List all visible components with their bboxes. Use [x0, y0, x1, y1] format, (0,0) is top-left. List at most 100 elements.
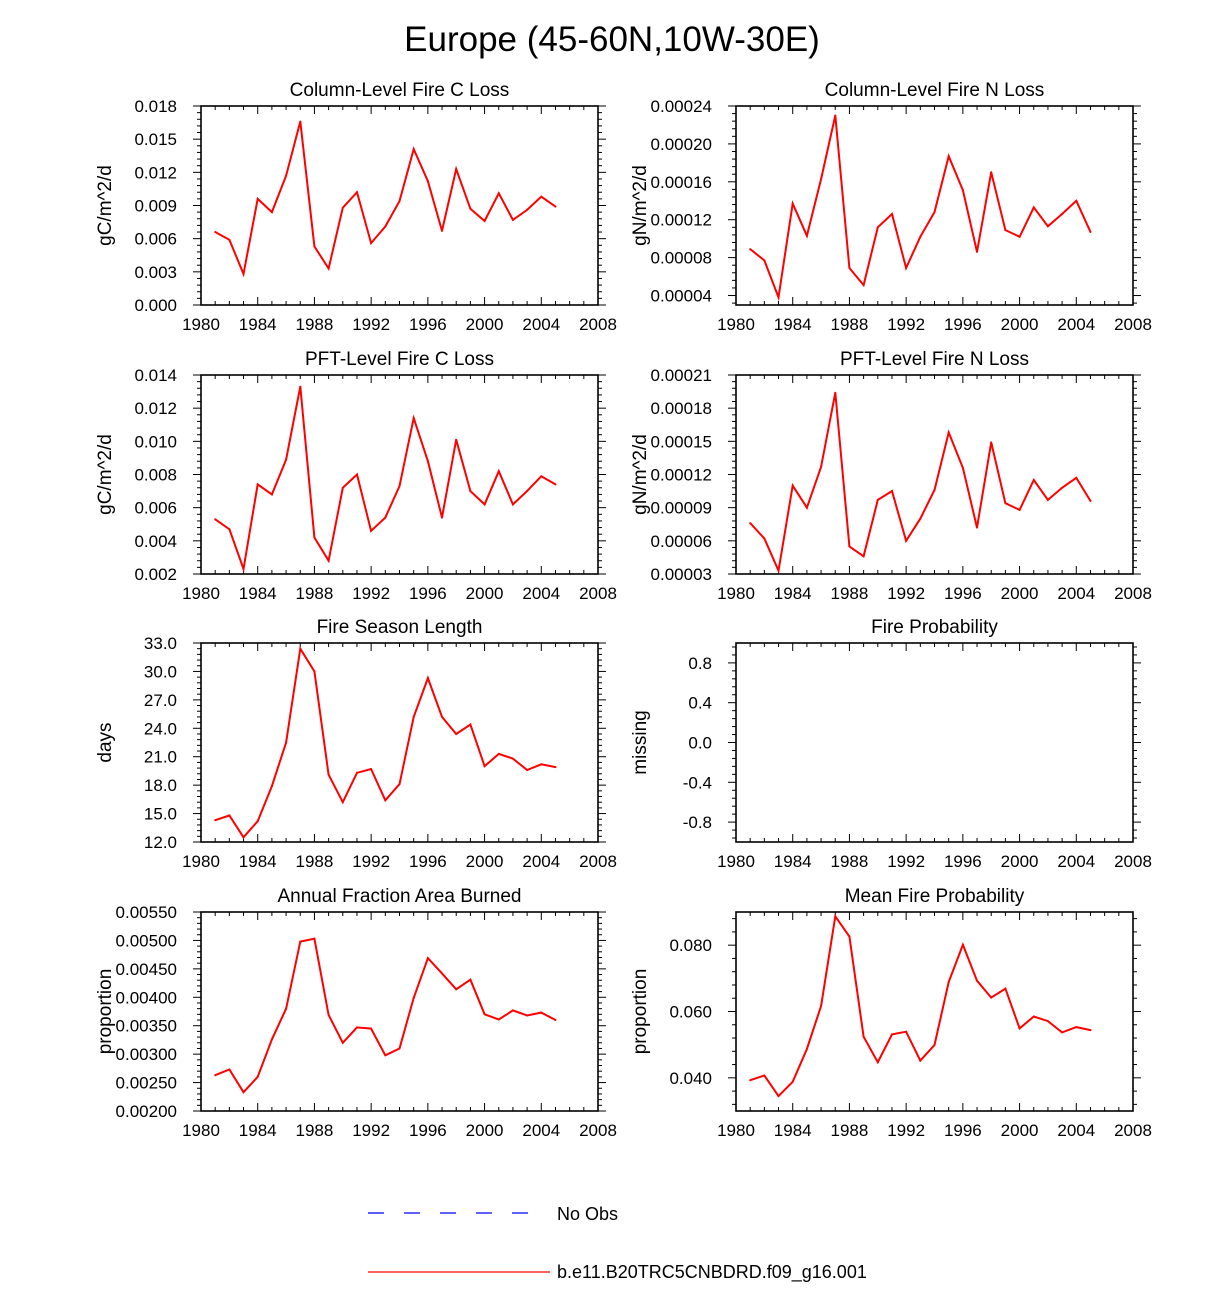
y-tick-label: -0.8 — [683, 813, 712, 832]
panel-title: PFT-Level Fire C Loss — [305, 349, 494, 370]
x-tick-label: 1984 — [239, 852, 277, 871]
y-tick-label: 0.00400 — [116, 988, 177, 1007]
data-point-1989 — [327, 1013, 330, 1016]
data-point-1982 — [228, 1068, 231, 1071]
plot-frame — [735, 105, 1134, 306]
data-point-2003 — [526, 769, 529, 771]
panel-pft-level-fire-n-loss: PFT-Level Fire N Loss gN/m^2/d 1980 1984 198… — [630, 349, 1152, 603]
data-point-1995 — [412, 715, 415, 718]
x-tick-label: 2004 — [522, 584, 560, 603]
x-tick-label: 1992 — [887, 315, 925, 334]
data-point-1986 — [820, 178, 823, 180]
y-axis-label: proportion — [630, 969, 651, 1055]
data-point-1994 — [398, 200, 401, 203]
data-point-1989 — [862, 1035, 865, 1038]
panel-mean-fire-probability: Mean Fire Probability proportion 1980 1984 1… — [630, 886, 1152, 1140]
data-point-1998 — [455, 438, 458, 441]
x-tick-label: 2000 — [466, 584, 504, 603]
data-point-2001 — [497, 470, 500, 473]
x-tick-label: 2008 — [1114, 315, 1152, 334]
y-tick-label: -0.4 — [683, 773, 712, 792]
data-point-1982 — [228, 238, 231, 241]
plot-frame — [735, 911, 1134, 1112]
x-tick-label: 2008 — [579, 852, 617, 871]
data-point-1984 — [256, 820, 259, 823]
data-point-2001 — [497, 192, 500, 195]
data-point-1981 — [214, 518, 217, 521]
data-point-2000 — [1018, 1027, 1021, 1030]
x-tick-label: 1984 — [774, 315, 812, 334]
data-point-1991 — [356, 1026, 358, 1029]
data-point-1981 — [749, 1079, 752, 1082]
data-point-1993 — [919, 1059, 922, 1062]
data-point-2004 — [540, 1011, 543, 1014]
x-tick-label: 1988 — [831, 852, 869, 871]
panel-fire-probability: Fire Probability missing 1980 1984 1988 1992 1… — [630, 617, 1152, 871]
data-point-1998 — [455, 988, 458, 991]
y-tick-label: 21.0 — [144, 748, 177, 767]
data-point-1994 — [933, 489, 936, 491]
panel-title: Annual Fraction Area Burned — [278, 886, 522, 907]
data-point-1988 — [313, 245, 316, 248]
y-tick-label: 0.080 — [669, 936, 712, 955]
data-point-1996 — [426, 677, 429, 680]
panel-pft-level-fire-c-loss: PFT-Level Fire C Loss gC/m^2/d 1980 1984 198… — [95, 349, 617, 603]
data-point-1983 — [242, 568, 245, 570]
y-tick-label: 0.00020 — [651, 135, 712, 154]
y-tick-label: 0.00500 — [116, 931, 177, 950]
x-tick-label: 1996 — [944, 852, 982, 871]
data-point-1999 — [469, 723, 472, 726]
data-point-2005 — [554, 1019, 557, 1021]
data-point-1991 — [891, 1033, 893, 1036]
data-point-2001 — [1032, 206, 1035, 209]
data-point-1995 — [412, 417, 415, 420]
data-point-2001 — [497, 752, 500, 755]
plot-frame — [200, 374, 599, 575]
x-tick-label: 1984 — [239, 315, 277, 334]
data-point-1999 — [469, 978, 472, 981]
x-tick-label: 1980 — [182, 1121, 220, 1140]
y-axis-label: gN/m^2/d — [630, 165, 651, 246]
plot-frame — [200, 911, 599, 1112]
y-tick-label: 24.0 — [144, 719, 177, 738]
x-tick-label: 2008 — [579, 1121, 617, 1140]
y-tick-label: 0.014 — [134, 366, 177, 385]
x-tick-label: 1992 — [887, 852, 925, 871]
data-point-2004 — [1075, 1026, 1078, 1029]
x-tick-label: 2000 — [1001, 1121, 1039, 1140]
data-point-2005 — [554, 483, 557, 486]
x-tick-label: 1988 — [831, 584, 869, 603]
x-tick-label: 2000 — [466, 1121, 504, 1140]
data-point-1989 — [327, 559, 330, 562]
x-tick-label: 1992 — [352, 1121, 390, 1140]
x-tick-label: 1984 — [774, 1121, 812, 1140]
y-tick-label: 0.006 — [134, 499, 177, 518]
y-tick-label: 0.00200 — [116, 1102, 177, 1121]
data-point-2003 — [1061, 213, 1064, 215]
data-point-1991 — [891, 490, 893, 493]
data-point-2003 — [1061, 486, 1064, 489]
data-point-2002 — [511, 757, 514, 760]
data-point-1998 — [990, 171, 993, 174]
plot-frame — [735, 374, 1134, 575]
data-point-1992 — [905, 539, 908, 542]
y-tick-label: 0.004 — [134, 532, 177, 551]
x-tick-label: 1980 — [182, 315, 220, 334]
x-tick-label: 2008 — [1114, 1121, 1152, 1140]
data-point-1988 — [848, 545, 851, 548]
data-point-2004 — [1075, 199, 1078, 202]
data-point-1990 — [341, 486, 344, 489]
data-point-1992 — [905, 1030, 908, 1033]
x-tick-label: 2000 — [1001, 584, 1039, 603]
data-point-1987 — [299, 120, 302, 123]
data-point-1987 — [834, 114, 837, 117]
data-point-1993 — [384, 516, 387, 519]
series-line-b-e11-b20trc5cnbdrd-f09-g16-001 — [214, 645, 556, 839]
data-point-1984 — [256, 197, 259, 200]
data-point-1985 — [270, 493, 273, 496]
legend-model-label: b.e11.B20TRC5CNBDRD.f09_g16.001 — [557, 1262, 867, 1283]
data-point-1988 — [313, 670, 316, 673]
figure-title: Europe (45-60N,10W-30E) — [404, 20, 820, 59]
x-tick-label: 2004 — [522, 1121, 560, 1140]
